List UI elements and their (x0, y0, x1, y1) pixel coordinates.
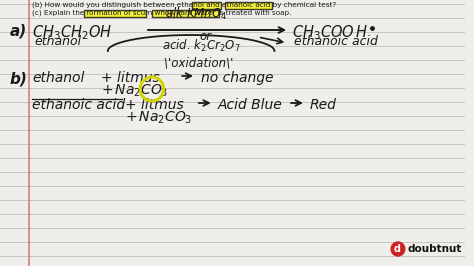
Text: $+\,Na_2CO_3\,$: $+\,Na_2CO_3\,$ (101, 83, 168, 99)
Text: acid. $k_2Cr_2O_7$: acid. $k_2Cr_2O_7$ (162, 38, 240, 54)
Text: ethanoic acid: ethanoic acid (32, 98, 126, 112)
Text: $CH_3COO\,H$: $CH_3COO\,H$ (292, 23, 368, 42)
FancyBboxPatch shape (152, 10, 219, 16)
Text: Acid Blue: Acid Blue (218, 98, 283, 112)
Text: d: d (393, 244, 401, 254)
Text: (c) Explain the formation of scum when hard water is treated with soap.: (c) Explain the formation of scum when h… (32, 10, 292, 16)
Text: $+\,Na_2CO_3$: $+\,Na_2CO_3$ (126, 110, 193, 126)
Text: doubtnut: doubtnut (408, 244, 462, 254)
FancyBboxPatch shape (192, 2, 220, 9)
FancyBboxPatch shape (226, 2, 273, 9)
Text: or: or (200, 30, 212, 43)
Text: a): a) (10, 23, 27, 38)
Text: alk $KMnO_4$: alk $KMnO_4$ (164, 6, 227, 22)
Text: ethanol: ethanol (32, 71, 85, 85)
Text: + litmus: + litmus (126, 98, 184, 112)
Text: ethanoic acid: ethanoic acid (294, 35, 378, 48)
Circle shape (391, 242, 405, 256)
Text: Red: Red (310, 98, 337, 112)
Text: \'oxidation\': \'oxidation\' (164, 56, 233, 69)
Text: no change: no change (201, 71, 273, 85)
FancyBboxPatch shape (84, 10, 146, 16)
Text: ethanol: ethanol (34, 35, 82, 48)
Text: b): b) (10, 71, 27, 86)
Text: (b) How would you distinguish between ethanol and ethanoic acid by chemical test: (b) How would you distinguish between et… (32, 2, 337, 9)
Text: + litmus: + litmus (101, 71, 160, 85)
Text: $CH_3CH_2OH$: $CH_3CH_2OH$ (32, 23, 113, 42)
